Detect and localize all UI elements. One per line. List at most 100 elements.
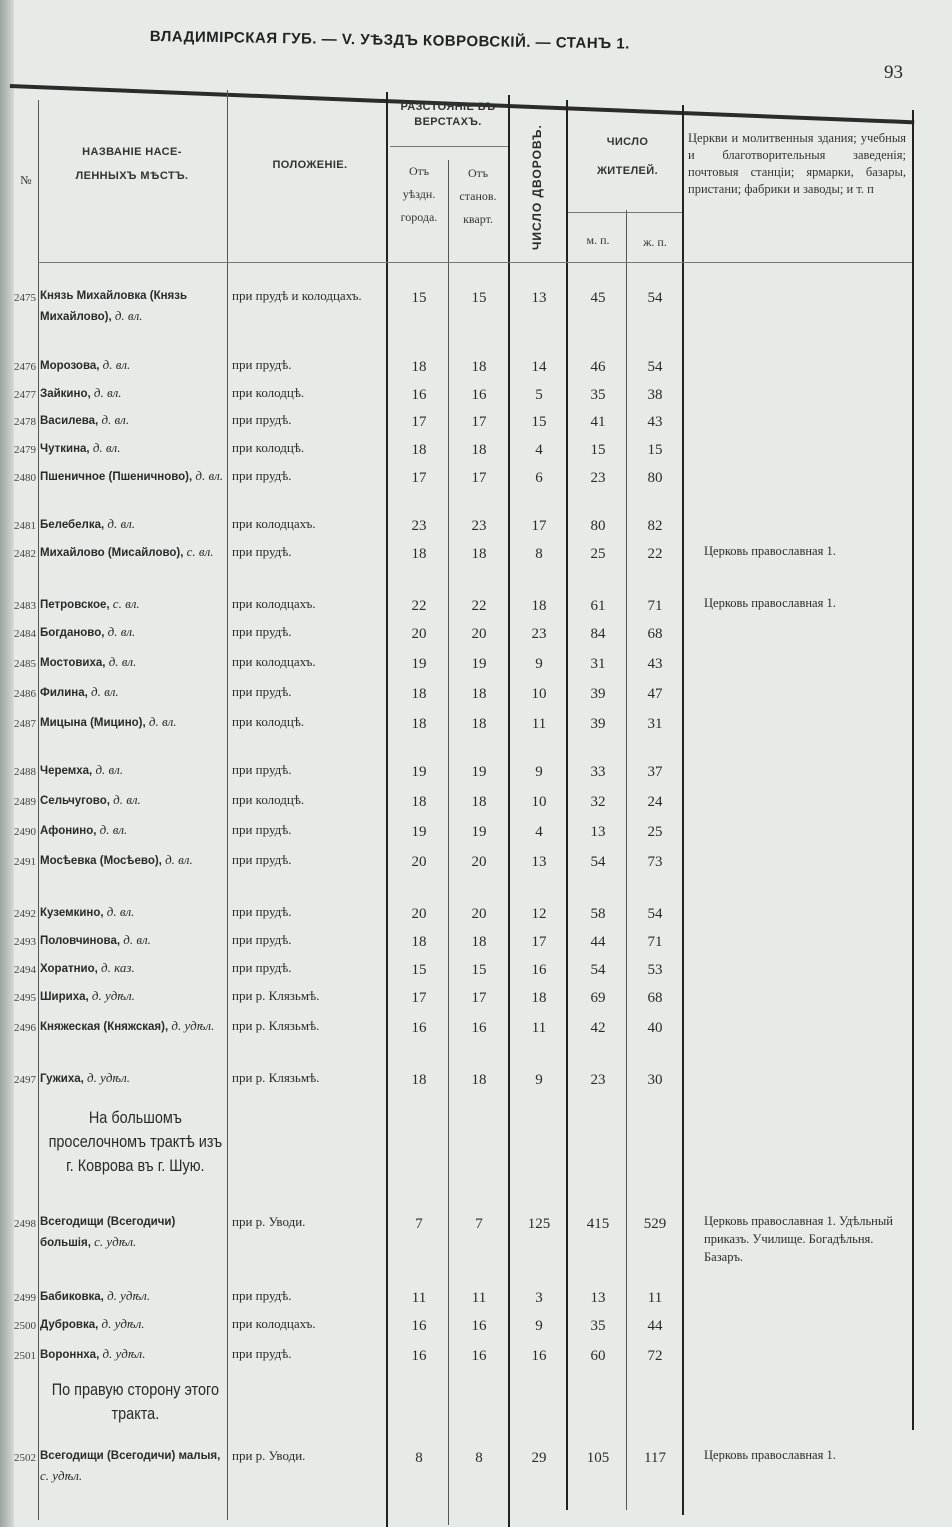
male-count: 105 <box>586 1450 610 1466</box>
male-count: 61 <box>590 598 606 614</box>
position-cell: при колодцахъ. <box>232 654 316 669</box>
distance-from-stan: 16 <box>471 387 487 403</box>
distance-from-stan: 23 <box>471 518 487 534</box>
position-cell: при прудѣ. <box>232 822 292 837</box>
place-name: Мосѣевка (Мосѣево), <box>40 855 162 867</box>
households-count: 16 <box>531 962 547 978</box>
distance-from-town: 18 <box>411 442 427 458</box>
distance-from-stan: 7 <box>475 1216 483 1232</box>
households-count: 9 <box>535 1318 543 1334</box>
male-count: 60 <box>590 1348 606 1364</box>
distance-from-stan: 18 <box>471 442 487 458</box>
notes-cell: Церковь православная 1. <box>704 544 836 558</box>
place-name-cell: Бабиковка, д. удѣл. <box>40 1286 226 1307</box>
distance-from-stan: 15 <box>471 290 487 306</box>
settlement-type: д. удѣл. <box>87 1070 131 1085</box>
header-distance: РАЗСТОЯНІЕ ВЪ ВЕРСТАХЪ. <box>400 101 496 128</box>
households-count: 8 <box>535 546 543 562</box>
settlement-type: д. вл. <box>99 822 128 837</box>
place-name-cell: Мосѣевка (Мосѣево), д. вл. <box>40 850 226 871</box>
male-count: 58 <box>590 906 606 922</box>
distance-from-town: 16 <box>411 1318 427 1334</box>
row-number: 2484 <box>14 628 36 640</box>
place-name-cell: Пшеничное (Пшеничново), д. вл. <box>40 466 226 487</box>
row-number: 2483 <box>14 600 36 612</box>
row-number: 2496 <box>14 1022 36 1034</box>
place-name-cell: Зайкино, д. вл. <box>40 383 226 404</box>
households-count: 10 <box>531 794 547 810</box>
place-name-cell: Василева, д. вл. <box>40 410 226 431</box>
place-name: Богданово, <box>40 627 105 639</box>
position-cell: при прудѣ. <box>232 468 292 483</box>
place-name: Всегодищи (Всегодичи) малыя, <box>40 1450 221 1462</box>
section-heading: На большомъ проселочномъ трактѣ изъ г. К… <box>48 1108 223 1175</box>
place-name-cell: Князь Михайловка (Князь Михайлово), д. в… <box>40 286 226 327</box>
settlement-type: д. вл. <box>123 932 151 947</box>
settlement-type: д. удѣл. <box>107 1288 151 1303</box>
distance-from-stan: 8 <box>475 1450 483 1466</box>
place-name-cell: Всегодищи (Всегодичи) большія, с. удѣл. <box>40 1212 226 1253</box>
book-binding <box>0 0 14 1527</box>
place-name: Сельчугово, <box>40 795 110 807</box>
male-count: 13 <box>590 1290 606 1306</box>
distance-from-town: 22 <box>411 598 427 614</box>
place-name-cell: Вороннха, д. удѣл. <box>40 1344 226 1365</box>
distance-from-stan: 20 <box>471 626 487 642</box>
settlement-type: д. вл. <box>148 714 177 729</box>
row-number: 2482 <box>14 548 36 560</box>
place-name-cell: Половчинова, д. вл. <box>40 930 226 951</box>
households-count: 125 <box>527 1216 551 1232</box>
place-name: Михайлово (Мисайлово), <box>40 547 184 559</box>
distance-from-town: 7 <box>415 1216 423 1232</box>
female-count: 54 <box>647 290 663 306</box>
place-name: Василева, <box>40 415 99 427</box>
distance-from-town: 23 <box>411 518 427 534</box>
place-name: Чуткина, <box>40 443 90 455</box>
female-count: 54 <box>647 359 663 375</box>
column-rule <box>386 92 388 1527</box>
row-number: 2487 <box>14 718 36 730</box>
place-name-cell: Морозова, д. вл. <box>40 355 226 376</box>
settlement-type: с. удѣл. <box>94 1234 137 1249</box>
row-number: 2486 <box>14 688 36 700</box>
running-head: ВЛАДИМІРСКАЯ ГУБ. — V. УѢЗДЪ КОВРОВСКІЙ.… <box>149 28 630 53</box>
distance-from-stan: 20 <box>471 854 487 870</box>
distance-from-stan: 20 <box>471 906 487 922</box>
position-cell: при колодцахъ. <box>232 516 316 531</box>
header-male: м. п. <box>586 233 610 247</box>
row-number: 2480 <box>14 472 36 484</box>
position-cell: при прудѣ. <box>232 544 292 559</box>
distance-from-town: 20 <box>411 854 427 870</box>
row-number: 2489 <box>14 796 36 808</box>
place-name: Петровское, <box>40 599 110 611</box>
place-name-cell: Белебелка, д. вл. <box>40 514 226 535</box>
distance-from-stan: 22 <box>471 598 487 614</box>
row-number: 2475 <box>14 292 36 304</box>
header-households: ЧИСЛО ДВОРОВЪ. <box>530 124 544 250</box>
row-number: 2476 <box>14 361 36 373</box>
place-name: Мицына (Мицино), <box>40 717 146 729</box>
male-count: 31 <box>590 656 606 672</box>
header-bottom-rule <box>38 262 912 263</box>
households-count: 6 <box>535 470 543 486</box>
male-count: 35 <box>590 1318 606 1334</box>
female-count: 73 <box>647 854 663 870</box>
column-rule <box>508 95 510 1527</box>
distance-from-town: 18 <box>411 546 427 562</box>
distance-from-town: 15 <box>411 962 427 978</box>
distance-from-town: 19 <box>411 764 427 780</box>
place-name: Филина, <box>40 687 88 699</box>
female-count: 43 <box>647 656 663 672</box>
column-rule <box>626 210 627 1510</box>
place-name-cell: Дубровка, д. удѣл. <box>40 1314 226 1335</box>
row-number: 2478 <box>14 416 36 428</box>
settlement-type: д. вл. <box>165 852 193 867</box>
female-count: 15 <box>647 442 663 458</box>
settlement-type: д. вл. <box>114 308 143 323</box>
female-count: 11 <box>647 1290 663 1306</box>
female-count: 54 <box>647 906 663 922</box>
distance-from-stan: 18 <box>471 359 487 375</box>
place-name: Половчинова, <box>40 935 121 947</box>
households-count: 10 <box>531 686 547 702</box>
place-name-cell: Мостовиха, д. вл. <box>40 652 226 673</box>
